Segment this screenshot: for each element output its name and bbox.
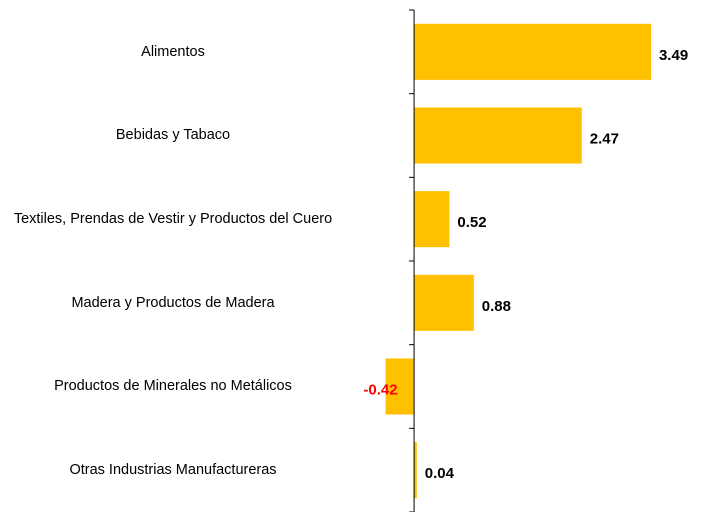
category-label: Alimentos [141,43,205,60]
bar [385,358,415,415]
value-label: 0.04 [425,465,455,482]
bar [414,23,651,80]
value-label: -0.42 [363,381,397,398]
category-label: Bebidas y Tabaco [115,127,231,144]
category-label: Otras Industrias Manufactureras [69,462,277,479]
category-label: Productos de Minerales no Metálicos [54,378,292,395]
category-label: Madera y Productos de Madera [71,294,275,311]
value-label: 2.47 [590,130,619,147]
value-label: 0.52 [457,214,486,231]
category-label: Textiles, Prendas de Vestir y Productos … [13,211,333,228]
bar [414,107,582,164]
value-label: 0.88 [482,298,511,315]
bar [414,191,450,248]
bar [414,442,417,499]
value-label: 3.49 [659,47,688,64]
bar [414,274,474,331]
